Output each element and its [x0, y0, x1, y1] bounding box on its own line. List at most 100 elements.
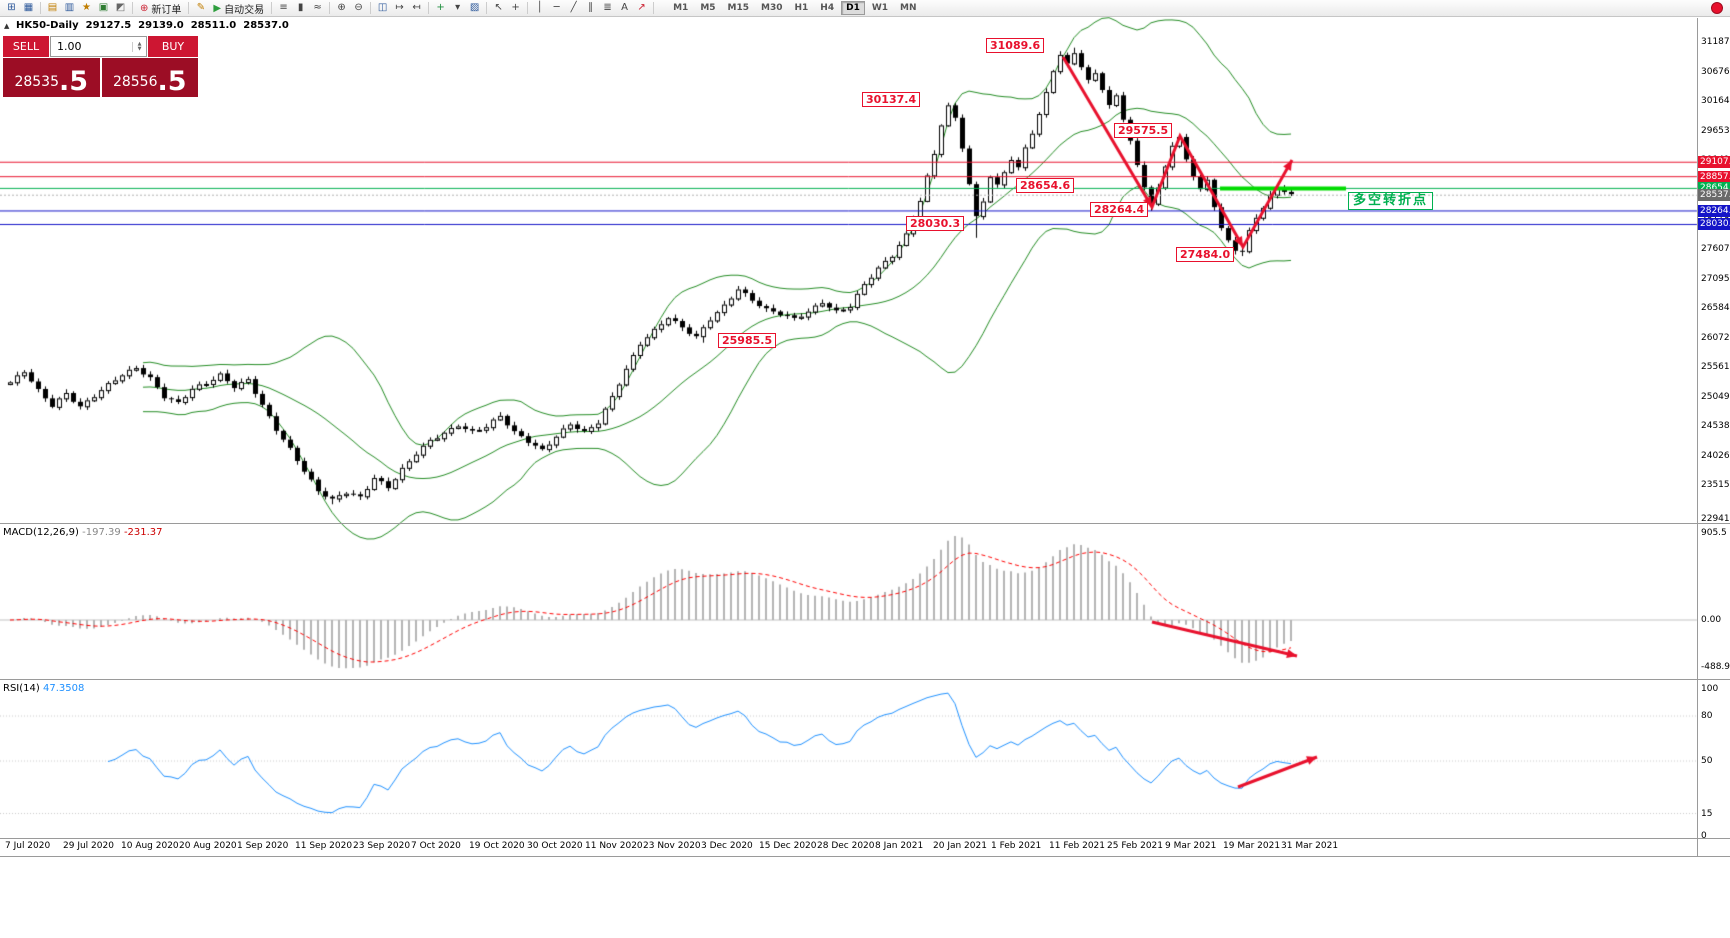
ohlc-close: 28537.0 — [243, 20, 289, 31]
period-button-M30[interactable]: M30 — [761, 3, 783, 13]
sell-price-main: 28535 — [14, 74, 59, 90]
arrows-tool-icon[interactable]: ↗ — [637, 2, 646, 13]
price-callout-label[interactable]: 28264.4 — [1090, 202, 1149, 217]
date-label: 23 Sep 2020 — [353, 841, 411, 851]
volume-input[interactable]: 1.00 ▲ ▼ — [50, 36, 147, 57]
chart-shift-icon[interactable]: ↤ — [412, 2, 421, 13]
toolbar-separator — [188, 2, 190, 14]
crosshair-icon[interactable]: + — [511, 2, 520, 13]
toolbar-separator — [40, 2, 41, 14]
date-label: 7 Jul 2020 — [5, 841, 51, 851]
toolbar-separator — [527, 2, 529, 14]
price-tick: 31187.5 — [1701, 37, 1730, 47]
period-button-D1[interactable]: D1 — [841, 1, 865, 15]
macd-pane-divider[interactable] — [0, 523, 1730, 524]
candlestick-icon[interactable]: ▮ — [297, 2, 304, 13]
date-label: 10 Aug 2020 — [121, 841, 179, 851]
toolbar-separator — [132, 2, 133, 14]
terminal-icon[interactable]: ▣ — [98, 2, 109, 13]
price-tick: 25561.0 — [1701, 362, 1730, 373]
price-tick: 24026.5 — [1701, 450, 1730, 461]
indicators-icon[interactable]: + — [436, 2, 445, 13]
sell-price-button[interactable]: 28535 .5 — [3, 58, 100, 97]
price-callout-label[interactable]: 29575.5 — [1114, 123, 1173, 138]
horizontal-line-icon[interactable]: ─ — [553, 2, 560, 13]
price-tick: 26072.5 — [1701, 332, 1730, 343]
rsi-scale-tick: 100 — [1701, 684, 1719, 694]
price-callout-label[interactable]: 28654.6 — [1016, 178, 1075, 193]
buy-price-main: 28556 — [112, 74, 158, 90]
period-button-M15[interactable]: M15 — [727, 3, 750, 13]
macd-scale-tick: 905.5 — [1701, 527, 1727, 538]
bar-chart-icon[interactable]: ≡ — [279, 2, 288, 13]
line-chart-icon[interactable]: ≈ — [313, 2, 322, 13]
price-callout-label[interactable]: 28030.3 — [906, 216, 965, 231]
volume-spinner[interactable]: ▲ ▼ — [132, 40, 146, 52]
date-label: 8 Jan 2021 — [875, 841, 924, 851]
rsi-scale-tick: 15 — [1701, 808, 1713, 819]
period-button-M5[interactable]: M5 — [700, 3, 716, 13]
period-button-W1[interactable]: W1 — [871, 3, 889, 13]
market-watch-icon[interactable]: ▤ — [47, 2, 58, 13]
buy-price-button[interactable]: 28556 .5 — [101, 58, 198, 97]
macd-main-value: -197.39 — [82, 527, 121, 538]
metaeditor-icon[interactable]: ✎ — [196, 2, 206, 13]
strategy-tester-icon[interactable]: ◩ — [115, 2, 126, 13]
price-tick: 30676.0 — [1701, 66, 1730, 77]
price-tick: 26584.0 — [1701, 303, 1730, 314]
channel-icon[interactable]: ∥ — [588, 2, 594, 13]
price-tick: 27607.0 — [1701, 243, 1730, 254]
toolbar-separator — [428, 2, 430, 14]
ohlc-high: 29139.0 — [138, 20, 184, 31]
fibonacci-icon[interactable]: ≣ — [603, 2, 612, 13]
date-label: 28 Dec 2020 — [817, 841, 875, 851]
date-label: 19 Mar 2021 — [1223, 841, 1281, 851]
zoom-out-icon[interactable]: ⊖ — [354, 2, 363, 13]
periods-dropdown-icon[interactable]: ▾ — [455, 2, 461, 13]
period-button-H4[interactable]: H4 — [820, 3, 835, 13]
new-order-button[interactable]: ⊕ 新订单 — [136, 1, 185, 16]
text-icon[interactable]: A — [621, 2, 629, 13]
pivot-text-label[interactable]: 多空转折点 — [1348, 192, 1434, 210]
one-click-trading-panel: SELL 1.00 ▲ ▼ BUY 28535 .5 28556 .5 — [3, 36, 198, 97]
rsi-pane-divider[interactable] — [0, 679, 1730, 680]
date-label: 11 Feb 2021 — [1049, 841, 1106, 851]
auto-scroll-icon[interactable]: ↦ — [395, 2, 404, 13]
price-tag: 28537.0 — [1698, 189, 1730, 202]
mql-community-icon[interactable] — [1711, 2, 1723, 14]
navigator-icon[interactable]: ★ — [82, 2, 91, 13]
spinner-up-icon[interactable]: ▲ — [137, 40, 142, 47]
spinner-down-icon[interactable]: ▼ — [137, 45, 142, 52]
new-chart-icon[interactable]: ⊞ — [7, 2, 16, 13]
oneclick-collapse-arrow[interactable]: ▲ — [4, 22, 10, 30]
period-button-H1[interactable]: H1 — [794, 3, 809, 13]
period-button-M1[interactable]: M1 — [673, 3, 689, 13]
price-callout-label[interactable]: 31089.6 — [986, 38, 1045, 53]
price-callout-label[interactable]: 25985.5 — [718, 333, 777, 348]
chart-profiles-icon[interactable]: ▦ — [23, 2, 34, 13]
sell-button[interactable]: SELL — [3, 36, 49, 57]
price-scale-divider — [1697, 18, 1698, 856]
period-button-MN[interactable]: MN — [900, 3, 917, 13]
volume-value: 1.00 — [57, 40, 82, 53]
price-callout-label[interactable]: 27484.0 — [1176, 247, 1235, 262]
buy-button[interactable]: BUY — [148, 36, 198, 57]
templates-icon[interactable]: ▨ — [469, 2, 480, 13]
rsi-label: RSI(14) 47.3508 — [3, 683, 85, 694]
autotrade-button[interactable]: ▶ 自动交易 — [209, 1, 268, 16]
macd-signal-value: -231.37 — [123, 527, 163, 538]
data-window-icon[interactable]: ▥ — [64, 2, 75, 13]
price-callout-label[interactable]: 30137.4 — [862, 92, 921, 107]
date-label: 19 Oct 2020 — [469, 841, 525, 851]
cursor-icon[interactable]: ↖ — [494, 2, 503, 13]
date-label: 9 Mar 2021 — [1165, 841, 1217, 851]
date-label: 3 Dec 2020 — [701, 841, 753, 851]
vertical-line-icon[interactable]: │ — [536, 2, 543, 13]
price-tag: 29107.3 — [1698, 156, 1730, 169]
tile-windows-icon[interactable]: ◫ — [377, 2, 388, 13]
zoom-in-icon[interactable]: ⊕ — [337, 2, 346, 13]
trendline-icon[interactable]: ╱ — [570, 2, 577, 13]
macd-scale-tick: 0.00 — [1701, 615, 1722, 625]
date-label: 20 Jan 2021 — [933, 841, 987, 851]
